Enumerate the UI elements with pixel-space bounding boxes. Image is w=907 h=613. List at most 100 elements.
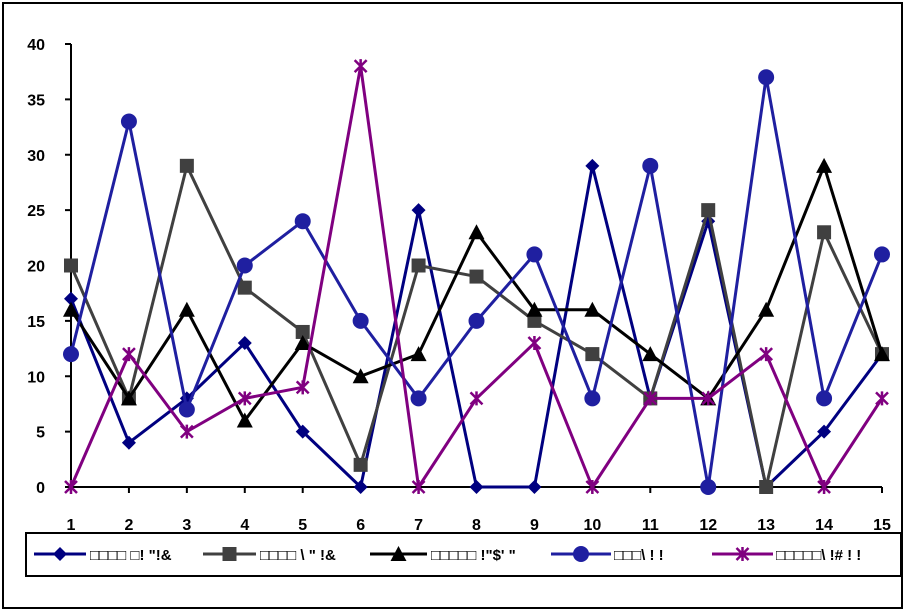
data-point [353, 480, 368, 494]
legend-marker [53, 547, 67, 561]
x-tick-label: 11 [642, 517, 659, 534]
data-point [584, 301, 601, 317]
legend-label: □□□\ ! ! [614, 547, 664, 564]
data-point [468, 224, 485, 240]
data-point [63, 346, 79, 363]
data-point [469, 480, 484, 494]
x-tick-label: 14 [815, 517, 833, 534]
x-tick-label: 9 [530, 517, 539, 534]
data-point [816, 390, 833, 407]
data-point [700, 479, 717, 495]
legend-marker [222, 547, 237, 561]
data-point [817, 424, 832, 439]
series-2 [64, 158, 889, 494]
x-tick-label: 13 [757, 517, 775, 534]
y-tick-label: 35 [27, 92, 45, 109]
data-point [701, 391, 716, 406]
legend-item-4: □□□\ ! ! [551, 546, 664, 564]
data-point [237, 336, 252, 351]
data-point [294, 213, 311, 230]
legend-item-1: □□□□ □! "!& [34, 547, 172, 564]
data-point [527, 480, 542, 494]
data-point [585, 480, 600, 494]
legend: □□□□ □! "!& □□□□ \ " !& □□□□□ !"$' " □□□\ !… [25, 532, 902, 577]
x-tick-label: 6 [356, 517, 365, 534]
series-line [69, 164, 884, 423]
legend-label: □□□□□\ !# ! ! [776, 547, 861, 564]
x-tick-label: 15 [873, 517, 891, 534]
data-point [817, 480, 831, 494]
data-point [701, 203, 716, 218]
data-point [526, 301, 543, 317]
x-tick-label: 7 [414, 517, 423, 534]
data-point [585, 347, 600, 362]
data-point [237, 280, 252, 295]
legend-label: □□□□□ !"$' " [431, 547, 516, 564]
data-point [120, 390, 137, 406]
legend-label: □□□□ □! "!& [90, 547, 172, 564]
data-point [874, 246, 890, 263]
data-point [585, 158, 600, 173]
data-point [295, 424, 310, 439]
data-point [526, 246, 543, 263]
x-tick-label: 10 [583, 517, 601, 534]
data-point [875, 391, 889, 406]
data-point [584, 390, 601, 407]
legend-marker [735, 547, 750, 561]
data-point [352, 368, 369, 384]
data-point [120, 113, 137, 130]
data-point [411, 203, 426, 218]
x-tick-label: 4 [240, 517, 249, 534]
data-point [64, 480, 78, 494]
data-point [236, 257, 253, 274]
data-point [816, 157, 833, 173]
y-tick-label: 0 [36, 480, 45, 497]
data-point [527, 336, 542, 351]
data-point [874, 346, 890, 362]
y-tick-label: 30 [27, 148, 45, 165]
data-point [64, 291, 78, 306]
x-tick-label: 1 [67, 517, 76, 534]
x-tick-label: 3 [182, 517, 191, 534]
data-point [352, 312, 369, 329]
data-point [122, 347, 136, 362]
y-tick-label: 40 [27, 37, 45, 54]
data-point [469, 269, 484, 284]
data-point [759, 480, 774, 494]
x-tick-label: 2 [124, 517, 133, 534]
data-point [643, 391, 658, 406]
data-point [642, 346, 659, 362]
series-group [63, 59, 890, 495]
legend-marker [390, 546, 407, 561]
data-point [63, 301, 79, 317]
legend-label: □□□□ \ " !& [260, 547, 336, 564]
data-point [179, 424, 194, 439]
x-tick-label: 5 [298, 517, 307, 534]
data-point [294, 335, 311, 351]
data-point [64, 258, 78, 273]
data-point [469, 391, 484, 406]
data-point [411, 258, 426, 273]
series-5 [64, 59, 889, 494]
y-tick-label: 20 [27, 259, 45, 276]
data-point [468, 312, 485, 329]
data-point [642, 157, 659, 174]
data-point [178, 401, 195, 418]
data-point [295, 380, 310, 395]
y-tick-label: 15 [27, 314, 45, 331]
x-tick-label: 8 [472, 517, 481, 534]
y-tick-label: 25 [27, 203, 45, 220]
series-4 [63, 69, 890, 495]
data-point [527, 313, 542, 328]
data-point [353, 59, 368, 74]
data-point [817, 225, 832, 240]
legend-item-3: □□□□□ !"$' " [370, 546, 516, 564]
legend-item-2: □□□□ \ " !& [203, 547, 336, 564]
y-tick-label: 10 [27, 369, 45, 386]
legend-marker [573, 546, 589, 562]
data-point [121, 435, 136, 450]
y-tick-label: 5 [36, 425, 45, 442]
series-3 [63, 157, 890, 428]
